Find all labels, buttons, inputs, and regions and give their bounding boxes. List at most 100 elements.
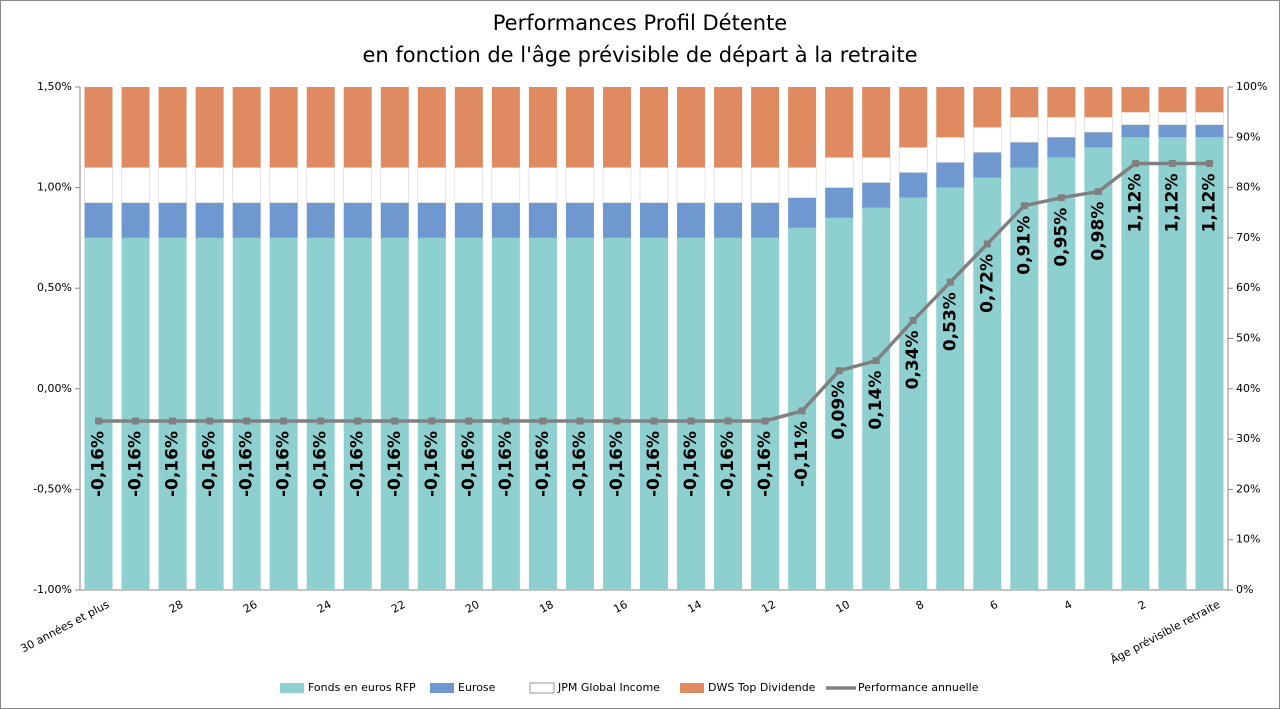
bar-segment [1158, 111, 1187, 125]
bar-segment [1121, 137, 1150, 591]
bar-segment [269, 87, 298, 168]
bar-segment [158, 87, 187, 168]
y2-tick-label: 100% [1236, 80, 1267, 93]
bar-segment [306, 167, 335, 203]
bar-segment [417, 87, 446, 168]
line-marker [650, 417, 658, 425]
line-marker [1094, 188, 1102, 196]
y2-tick-label: 20% [1236, 482, 1260, 495]
bar-segment [343, 87, 372, 168]
bar-segment [787, 167, 817, 198]
data-label: -0,16% [126, 431, 146, 497]
x-tick-label: 28 [167, 598, 185, 616]
y2-tick-label: 50% [1236, 332, 1260, 345]
y-tick-label: 0,00% [37, 382, 72, 395]
legend-label: Fonds en euros RFP [308, 681, 416, 694]
x-tick-label: 16 [611, 598, 629, 616]
line-marker [169, 417, 177, 425]
line-marker [798, 407, 806, 415]
bar-segment [602, 237, 631, 590]
bar-segment [528, 237, 557, 590]
bar-segment [714, 87, 743, 168]
data-label: 0,14% [866, 371, 886, 430]
bar-segment [751, 87, 780, 168]
line-marker [724, 417, 732, 425]
bar-segment [491, 202, 520, 238]
bar-segment [1121, 111, 1150, 125]
line-marker [1205, 159, 1213, 167]
data-label: 1,12% [1125, 173, 1145, 232]
y2-tick-label: 10% [1236, 533, 1260, 546]
x-tick-label: 12 [759, 598, 777, 616]
bar-segment [640, 87, 668, 168]
line-marker [391, 417, 399, 425]
data-label: 0,53% [940, 292, 960, 351]
bar-segment [640, 237, 668, 590]
data-label: -0,16% [533, 431, 553, 497]
legend-swatch [680, 683, 704, 693]
line-marker [465, 417, 473, 425]
line-marker [132, 417, 140, 425]
bar-segment [565, 167, 595, 203]
bar-segment [714, 202, 743, 238]
line-marker [946, 278, 954, 286]
data-label: -0,16% [237, 431, 257, 497]
bar-segment [676, 167, 706, 203]
data-label: -0,16% [496, 431, 516, 497]
bar-segment [269, 202, 298, 238]
line-marker [983, 240, 991, 248]
y2-tick-label: 60% [1236, 281, 1260, 294]
data-label: -0,16% [570, 431, 590, 497]
y2-tick-label: 30% [1236, 432, 1260, 445]
data-label: -0,16% [607, 431, 627, 497]
bar-segment [380, 237, 409, 590]
y-tick-label: 1,50% [37, 80, 72, 93]
data-label: -0,16% [459, 431, 479, 497]
bar-segment [899, 172, 928, 198]
y-tick-label: -0,50% [33, 482, 72, 495]
x-tick-label: 26 [241, 598, 259, 616]
bar-segment [825, 217, 854, 590]
legend-swatch [280, 683, 304, 693]
bar-segment [1047, 87, 1076, 118]
bar-segment [714, 237, 743, 590]
bar-segment [1010, 142, 1039, 168]
bar-segment [1195, 87, 1224, 113]
bar-segment [1047, 116, 1076, 138]
line-marker [909, 316, 917, 324]
line-marker [243, 417, 251, 425]
bar-segment [973, 152, 1002, 178]
bar-segment [380, 87, 409, 168]
bar-segment [899, 87, 928, 148]
x-tick-label: 14 [685, 598, 703, 616]
bar-segment [751, 202, 780, 238]
line-marker [576, 417, 584, 425]
bar-segment [973, 126, 1002, 153]
bar-segment [454, 87, 483, 168]
bar-segment [936, 162, 965, 188]
bar-segment [788, 197, 817, 228]
bar-segment [84, 87, 113, 168]
data-label: -0,16% [755, 431, 775, 497]
line-marker [687, 417, 695, 425]
bar-segment [1010, 87, 1039, 118]
legend-swatch [529, 682, 555, 694]
bar-segment [232, 87, 261, 168]
bar-segment [121, 202, 150, 238]
bar-segment [898, 147, 928, 173]
bar-segment [158, 202, 187, 238]
bar-segment [491, 167, 521, 203]
bar-segment [1121, 87, 1150, 113]
x-tick-label: 24 [315, 598, 333, 616]
bar-segment [121, 87, 150, 168]
line-marker [539, 417, 547, 425]
bar-segment [862, 207, 891, 590]
bar-segment [862, 182, 891, 208]
bar-segment [343, 237, 372, 590]
bar-segment [454, 202, 483, 238]
bar-segment [677, 237, 706, 590]
y-tick-label: 0,50% [37, 281, 72, 294]
y2-tick-label: 90% [1236, 130, 1260, 143]
data-label: 0,72% [977, 254, 997, 313]
